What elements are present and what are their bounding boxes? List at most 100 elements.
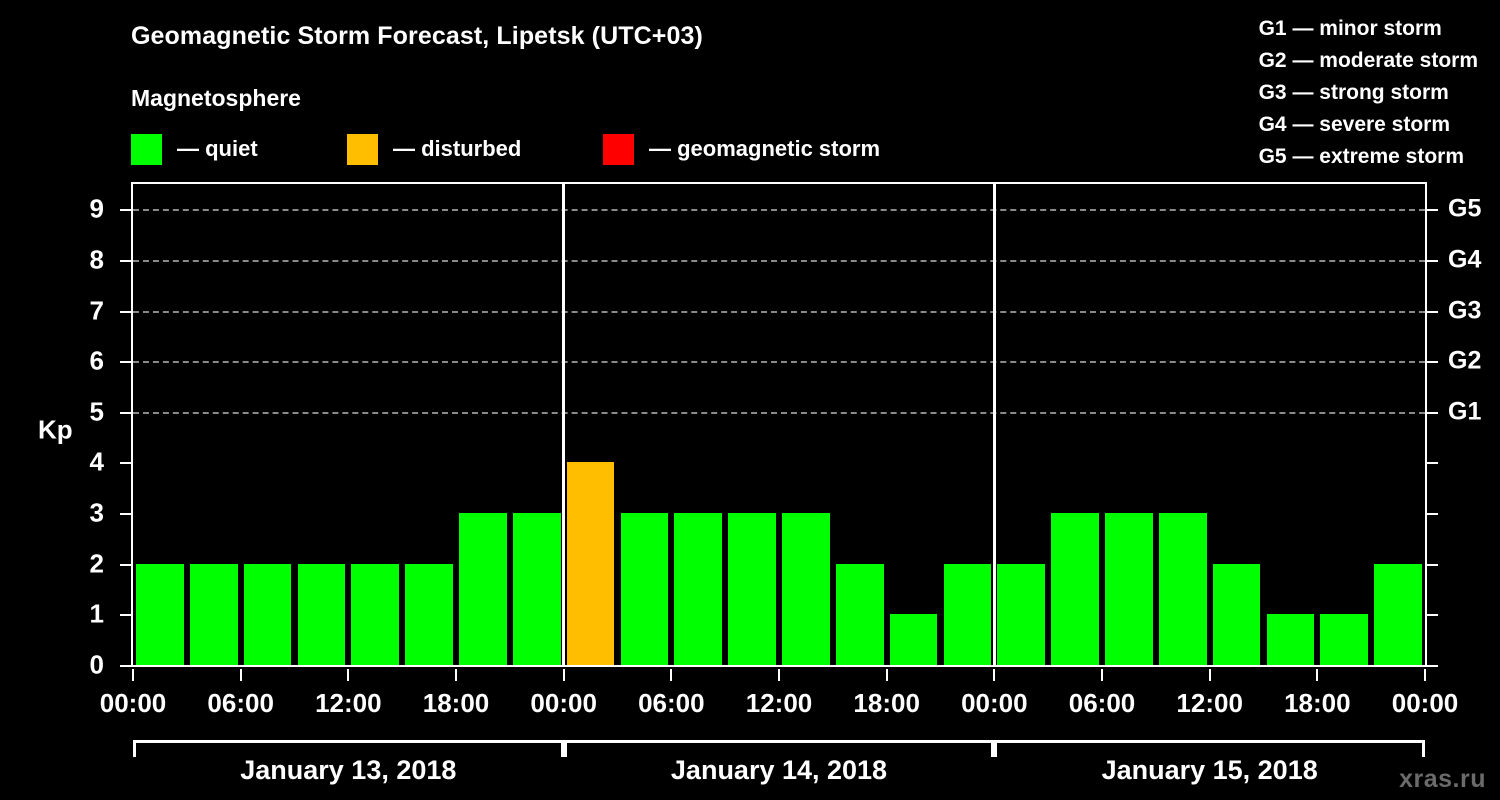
x-tick-label-6: 12:00 (745, 688, 813, 718)
bar (189, 563, 238, 665)
x-tick-mark-7 (885, 669, 888, 681)
chart-subtitle: Magnetosphere (131, 85, 301, 111)
y-tick-label-1: 1 (89, 598, 104, 629)
bar (674, 513, 723, 665)
right-tick-mark-2 (1427, 563, 1438, 566)
legend-swatch-quiet (131, 133, 162, 165)
bar (1374, 563, 1422, 665)
plot-area (131, 182, 1427, 667)
bar (1158, 513, 1207, 665)
y-axis-title: Kp (38, 414, 73, 445)
bar (943, 563, 992, 665)
legend-item-storm: — geomagnetic storm (603, 133, 880, 165)
x-tick-mark-8 (993, 669, 996, 681)
right-tick-mark-5 (1427, 411, 1438, 414)
x-tick-label-8: 00:00 (961, 688, 1028, 718)
y-tick-mark-4 (120, 462, 131, 465)
gridline-kp-6 (133, 361, 1425, 364)
x-tick-label-2: 12:00 (315, 688, 382, 718)
x-tick-label-4: 00:00 (530, 688, 597, 718)
bar (351, 563, 400, 665)
bar (1320, 614, 1369, 665)
y-tick-label-2: 2 (89, 548, 104, 579)
x-tick-mark-3 (455, 669, 457, 681)
date-bracket (563, 740, 995, 757)
g-legend-row-5: G5 — extreme storm (1258, 145, 1465, 168)
day-separator (992, 184, 996, 665)
x-tick-mark-4 (562, 669, 565, 681)
watermark: xras.ru (1399, 765, 1486, 793)
bar (136, 563, 184, 665)
legend-swatch-disturbed (347, 133, 378, 165)
day-separator (562, 184, 566, 665)
g-tick-label-G3: G3 (1448, 296, 1482, 325)
date-label: January 15, 2018 (1101, 755, 1318, 785)
y-tick-label-9: 9 (89, 193, 104, 224)
legend-label-storm: — geomagnetic storm (649, 136, 881, 161)
bar (566, 462, 615, 665)
date-bracket (994, 740, 1425, 757)
x-tick-label-1: 06:00 (207, 688, 274, 718)
y-tick-label-7: 7 (89, 295, 104, 326)
y-tick-label-4: 4 (89, 446, 104, 477)
date-label: January 13, 2018 (240, 755, 457, 785)
right-tick-mark-8 (1427, 259, 1438, 262)
g-scale-legend: G1 — minor storm G2 — moderate storm G3 — … (1259, 13, 1478, 173)
y-tick-label-3: 3 (89, 497, 104, 528)
y-tick-mark-6 (120, 361, 131, 364)
legend-item-quiet: — quiet (131, 133, 258, 165)
y-tick-mark-3 (120, 513, 131, 516)
x-tick-mark-10 (1208, 669, 1211, 681)
plot-inner (133, 184, 1425, 665)
x-tick-label-7: 18:00 (853, 688, 920, 718)
bar (297, 563, 346, 665)
legend-label-quiet: — quiet (177, 136, 258, 161)
y-tick-mark-5 (120, 411, 131, 414)
bar (728, 513, 776, 665)
right-tick-mark-3 (1427, 513, 1438, 516)
y-tick-mark-8 (120, 259, 131, 262)
bar (405, 563, 453, 665)
right-tick-mark-6 (1427, 361, 1438, 364)
page-title: Geomagnetic Storm Forecast, Lipetsk (UTC… (131, 22, 703, 50)
x-tick-label-9: 06:00 (1068, 688, 1136, 718)
bar (1266, 614, 1315, 665)
x-tick-label-0: 00:00 (99, 688, 167, 718)
x-tick-mark-6 (778, 669, 780, 681)
g-tick-label-G4: G4 (1448, 245, 1482, 274)
right-tick-mark-1 (1427, 614, 1438, 617)
bar (1212, 563, 1261, 665)
right-tick-mark-9 (1427, 209, 1438, 212)
bar (512, 513, 561, 665)
y-tick-label-5: 5 (89, 396, 104, 427)
legend-item-disturbed: — disturbed (347, 133, 521, 165)
gridline-kp-9 (133, 209, 1425, 212)
x-tick-label-5: 06:00 (638, 688, 705, 718)
y-tick-label-6: 6 (89, 345, 104, 376)
y-tick-label-8: 8 (89, 244, 104, 275)
x-tick-mark-12 (1424, 669, 1426, 681)
x-tick-label-11: 18:00 (1284, 688, 1351, 718)
x-tick-label-12: 00:00 (1391, 688, 1459, 718)
gridline-kp-8 (133, 259, 1425, 262)
g-tick-label-G1: G1 (1448, 397, 1482, 426)
gridline-kp-7 (133, 310, 1425, 313)
bar (459, 513, 507, 665)
x-tick-mark-5 (670, 669, 673, 681)
right-tick-mark-0 (1427, 665, 1438, 667)
g-legend-row-3: G3 — strong storm (1258, 81, 1449, 104)
right-tick-mark-4 (1427, 462, 1438, 465)
x-tick-mark-11 (1316, 669, 1319, 681)
bar (782, 513, 830, 665)
bar (889, 614, 938, 665)
x-tick-mark-1 (239, 669, 242, 681)
y-tick-mark-1 (120, 614, 131, 617)
g-tick-label-G5: G5 (1448, 194, 1482, 223)
x-tick-label-10: 12:00 (1176, 688, 1243, 718)
y-tick-label-0: 0 (89, 649, 104, 680)
x-tick-label-3: 18:00 (422, 688, 490, 718)
bar (997, 563, 1046, 665)
y-tick-mark-0 (120, 665, 131, 667)
x-tick-mark-0 (132, 669, 134, 681)
